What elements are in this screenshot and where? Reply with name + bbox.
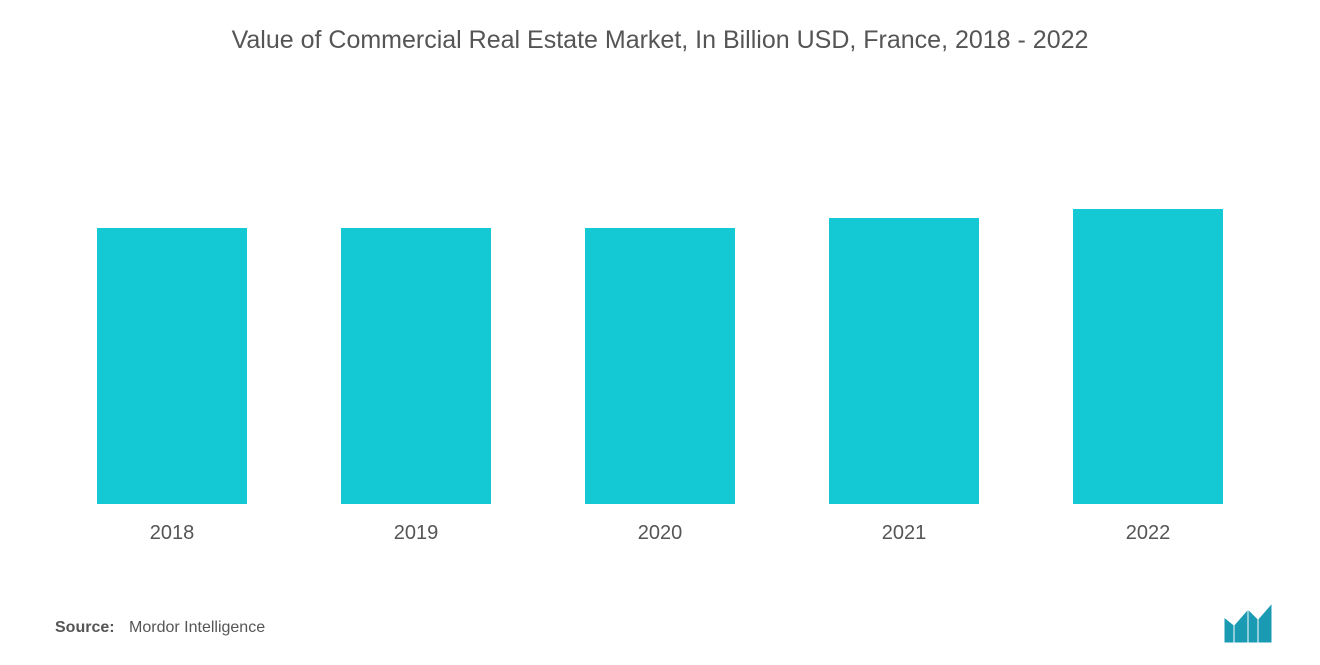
bar-slot: 2021	[782, 115, 1026, 545]
bar-slot: 2020	[538, 115, 782, 545]
bar	[829, 218, 979, 504]
bar	[1073, 209, 1223, 504]
bar-category-label: 2022	[1126, 522, 1171, 545]
chart-title: Value of Commercial Real Estate Market, …	[40, 26, 1280, 55]
bar-slot: 2019	[294, 115, 538, 545]
bar-category-label: 2019	[394, 522, 439, 545]
bar-slot: 2018	[50, 115, 294, 545]
bar-category-label: 2021	[882, 522, 927, 545]
chart-plot-area: 2018 2019 2020 2021 2022	[40, 115, 1280, 545]
bar-category-label: 2018	[150, 522, 195, 545]
bar	[97, 228, 247, 504]
chart-container: Value of Commercial Real Estate Market, …	[0, 0, 1320, 665]
brand-logo-icon	[1224, 603, 1280, 643]
bar-category-label: 2020	[638, 522, 683, 545]
source-label: Source:	[55, 619, 115, 636]
bar	[341, 228, 491, 504]
bar	[585, 228, 735, 504]
bar-slot: 2022	[1026, 115, 1270, 545]
source-value: Mordor Intelligence	[129, 619, 265, 636]
source-line: Source: Mordor Intelligence	[55, 619, 265, 637]
